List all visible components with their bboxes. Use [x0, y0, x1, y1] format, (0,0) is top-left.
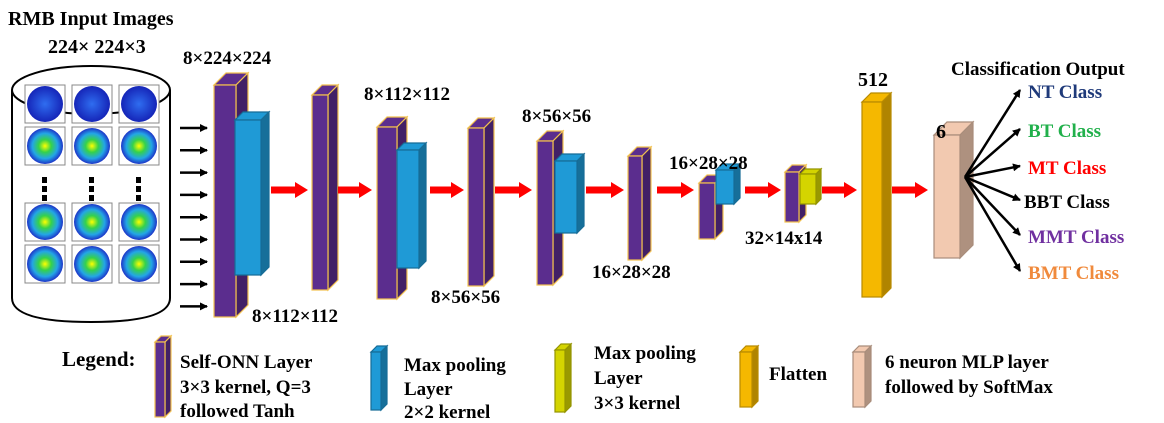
flow-arrow [586, 182, 624, 198]
dim-label-layer1: 8×224×224 [183, 48, 272, 69]
output-class-label: MT Class [1028, 158, 1106, 179]
ellipsis-dot [42, 195, 47, 201]
legend-text: 3×3 kernel, Q=3 [180, 377, 311, 398]
output-arrow [964, 175, 1021, 202]
ellipsis-dot [42, 177, 47, 183]
ellipsis-dot [89, 195, 94, 201]
maxpool-layer-3 [553, 152, 586, 235]
input-thumbnail [24, 202, 66, 242]
output-arrows [963, 89, 1022, 272]
dim-label-layer7: 16×28×28 [669, 153, 748, 174]
self-onn-layer-2 [310, 83, 340, 292]
dim-label-layer6: 16×28×28 [592, 262, 671, 283]
output-arrow [963, 89, 1022, 178]
legend-text: Max pooling [594, 343, 696, 364]
legend-maxpool-2x2-swatch [369, 344, 389, 412]
legend-text: followed Tanh [180, 401, 295, 422]
input-thumbnail [24, 126, 66, 166]
legend-text: 2×2 kernel [404, 402, 490, 423]
flow-arrow [892, 182, 928, 198]
dim-label-layer5: 8×56×56 [522, 106, 591, 127]
flatten-layer [860, 91, 893, 299]
input-arrows [180, 124, 208, 311]
input-thumbnail [24, 244, 66, 284]
legend-flatten-swatch [738, 344, 760, 409]
flow-arrow [338, 182, 372, 198]
flow-arrow [745, 182, 781, 198]
ellipsis-dot [136, 186, 141, 192]
legend-text: 6 neuron MLP layer [885, 352, 1049, 373]
ellipsis-dot [89, 186, 94, 192]
network-layers [212, 71, 975, 319]
dim-label-layer3: 8×112×112 [364, 84, 450, 105]
input-thumbnail [71, 244, 113, 284]
legend-flatten: Flatten [738, 344, 827, 409]
input-thumbnail [118, 126, 160, 166]
input-thumbnail [24, 84, 66, 124]
maxpool-layer-1 [233, 110, 271, 277]
maxpool3-layer [798, 167, 823, 206]
legend-text: followed by SoftMax [885, 377, 1053, 398]
output-arrow [964, 163, 1021, 179]
flow-arrows [271, 182, 928, 198]
ellipsis-dot [136, 177, 141, 183]
flow-arrow [822, 182, 857, 198]
ellipsis-dots [42, 177, 141, 201]
input-thumbnail [118, 244, 160, 284]
dim-label-mlp: 6 [936, 121, 946, 143]
legend-text: 3×3 kernel [594, 393, 680, 414]
output-title: Classification Output [951, 59, 1125, 80]
input-thumbnail [118, 202, 160, 242]
input-size: 224× 224×3 [48, 36, 146, 58]
ellipsis-dot [89, 177, 94, 183]
legend: Self-ONN Layer 3×3 kernel, Q=3 followed Ta… [153, 334, 1053, 423]
flow-arrow [430, 182, 464, 198]
output-class-label: BBT Class [1024, 192, 1110, 213]
output-class-label: MMT Class [1028, 227, 1124, 248]
ellipsis-dot [136, 195, 141, 201]
legend-title: Legend: [62, 347, 136, 371]
flow-arrow [495, 182, 532, 198]
legend-mlp-swatch [851, 344, 873, 409]
legend-maxpool-3x3: Max pooling Layer 3×3 kernel [553, 342, 696, 414]
output-class-label: BMT Class [1028, 263, 1119, 284]
legend-text: Layer [594, 368, 643, 389]
input-image-grid [24, 84, 160, 284]
legend-text: Max pooling [404, 355, 506, 376]
output-arrow [964, 176, 1021, 236]
ellipsis-dot [42, 186, 47, 192]
output-class-label: NT Class [1028, 82, 1102, 103]
self-onn-layer-6 [626, 145, 653, 262]
dim-label-layer2: 8×112×112 [252, 306, 338, 327]
output-class-list: NT Class BT Class MT Class BBT Class MMT Cla… [1024, 82, 1124, 284]
legend-mlp: 6 neuron MLP layer followed by SoftMax [851, 344, 1053, 409]
output-arrow [963, 176, 1022, 272]
legend-self-onn: Self-ONN Layer 3×3 kernel, Q=3 followed Ta… [153, 334, 313, 422]
mlp-layer [932, 120, 975, 260]
flow-arrow [271, 182, 308, 198]
self-onn-layer-4 [466, 116, 496, 288]
dim-label-layer8: 32×14x14 [745, 228, 823, 249]
input-title: RMB Input Images [8, 8, 174, 30]
dim-label-layer4: 8×56×56 [431, 287, 500, 308]
output-arrow [964, 128, 1021, 178]
maxpool-layer-4 [714, 162, 742, 206]
legend-self-onn-swatch [153, 334, 173, 419]
output-class-label: BT Class [1028, 121, 1101, 142]
legend-maxpool-3x3-swatch [553, 342, 573, 414]
input-thumbnail [71, 84, 113, 124]
legend-text: Self-ONN Layer [180, 352, 313, 373]
maxpool-layer-2 [395, 141, 428, 270]
input-thumbnail [71, 202, 113, 242]
dim-label-flatten: 512 [858, 69, 888, 91]
legend-text: Flatten [769, 364, 827, 385]
flow-arrow [657, 182, 694, 198]
input-thumbnail [71, 126, 113, 166]
input-thumbnail [118, 84, 160, 124]
legend-text: Layer [404, 379, 453, 400]
